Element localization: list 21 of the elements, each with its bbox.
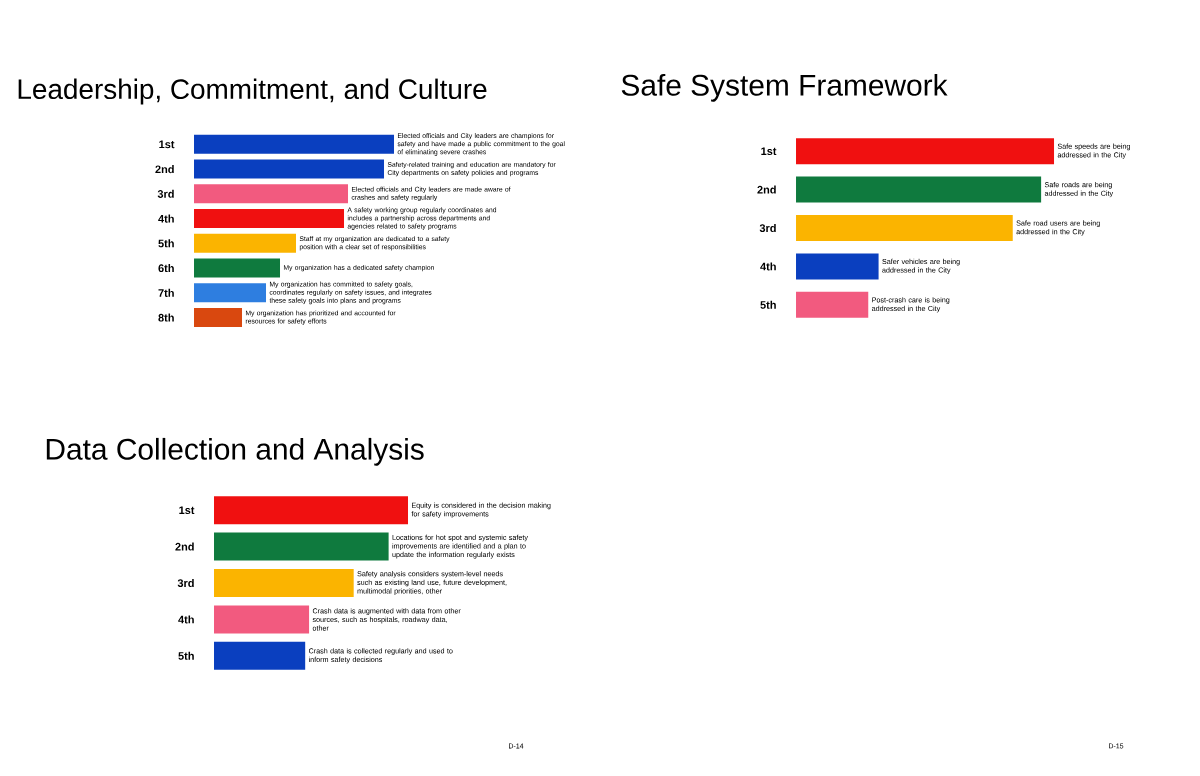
bar — [214, 569, 354, 597]
bar — [194, 258, 281, 278]
chart-title: Data Collection and Analysis — [46, 437, 424, 466]
bar — [796, 291, 869, 318]
bar — [194, 209, 345, 229]
bar — [796, 138, 1055, 165]
bar — [194, 184, 349, 204]
bar — [194, 159, 385, 179]
chart-title: Safe System Framework — [621, 73, 948, 102]
bar — [214, 496, 409, 525]
bar — [194, 308, 243, 328]
bar — [194, 283, 267, 303]
bar — [214, 605, 310, 634]
bar — [796, 214, 1013, 241]
bar — [796, 253, 879, 280]
bar — [214, 641, 306, 670]
bar — [194, 233, 297, 253]
bar — [214, 532, 389, 561]
bar — [194, 134, 395, 154]
chart-title: Leadership, Commitment, and Culture — [18, 78, 487, 105]
bar — [796, 176, 1042, 203]
